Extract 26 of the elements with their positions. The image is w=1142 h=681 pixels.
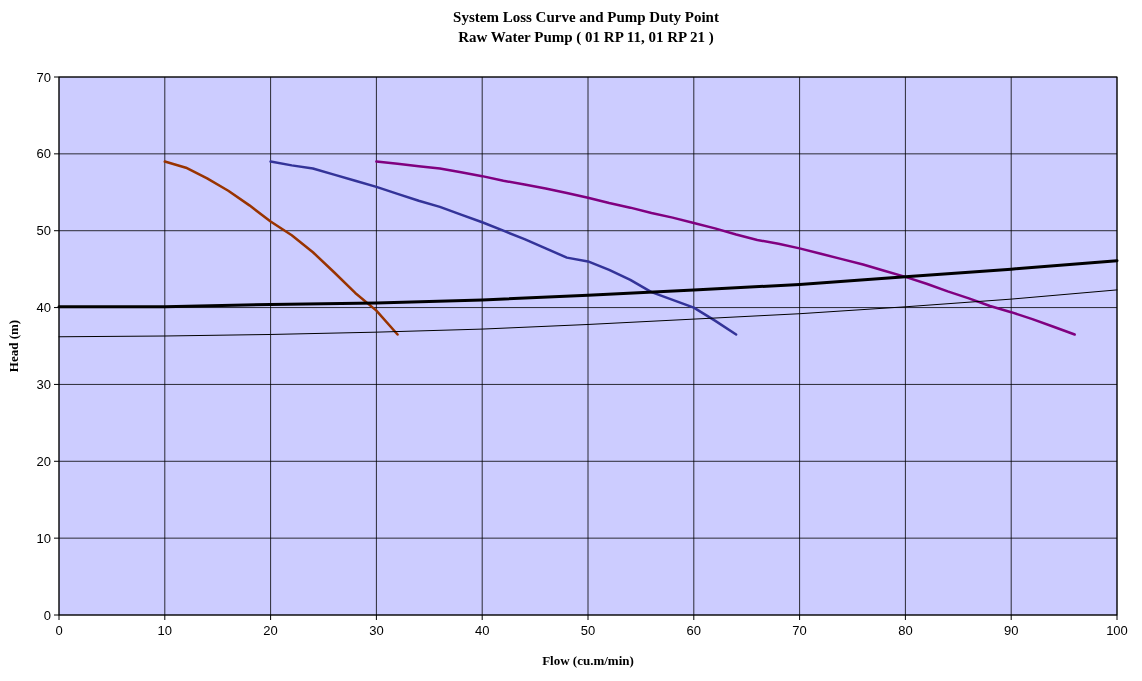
x-tick-label: 20 (263, 623, 278, 638)
line-series (269, 160, 738, 336)
y-tick-label: 0 (43, 607, 51, 623)
x-tick-label: 90 (1003, 623, 1019, 638)
x-tick-label: 10 (157, 623, 173, 638)
x-tick-label: 60 (686, 623, 702, 638)
x-tick-label: 0 (55, 623, 63, 638)
x-tick-label: 40 (474, 623, 490, 638)
line-series (163, 160, 399, 336)
chart-title: System Loss Curve and Pump Duty Point (453, 9, 719, 25)
y-axis-title: Head (m) (6, 319, 21, 373)
y-tick-label: 30 (36, 376, 51, 392)
x-tick-label: 70 (792, 623, 807, 638)
chart-subtitle: Raw Water Pump ( 01 RP 11, 01 RP 21 ) (458, 29, 714, 46)
line-series (375, 160, 1076, 336)
y-tick-label: 10 (36, 530, 51, 546)
y-tick-label: 60 (36, 146, 51, 162)
y-tick-label: 50 (36, 223, 51, 239)
x-axis-title: Flow (cu.m/min) (542, 653, 634, 668)
x-tick-label: 80 (898, 623, 913, 638)
x-tick-label: 50 (580, 623, 596, 638)
y-tick-label: 70 (36, 69, 51, 85)
x-tick-label: 100 (1106, 623, 1128, 638)
y-tick-label: 20 (36, 453, 51, 469)
y-tick-label: 40 (36, 300, 51, 316)
x-tick-label: 30 (369, 623, 384, 638)
